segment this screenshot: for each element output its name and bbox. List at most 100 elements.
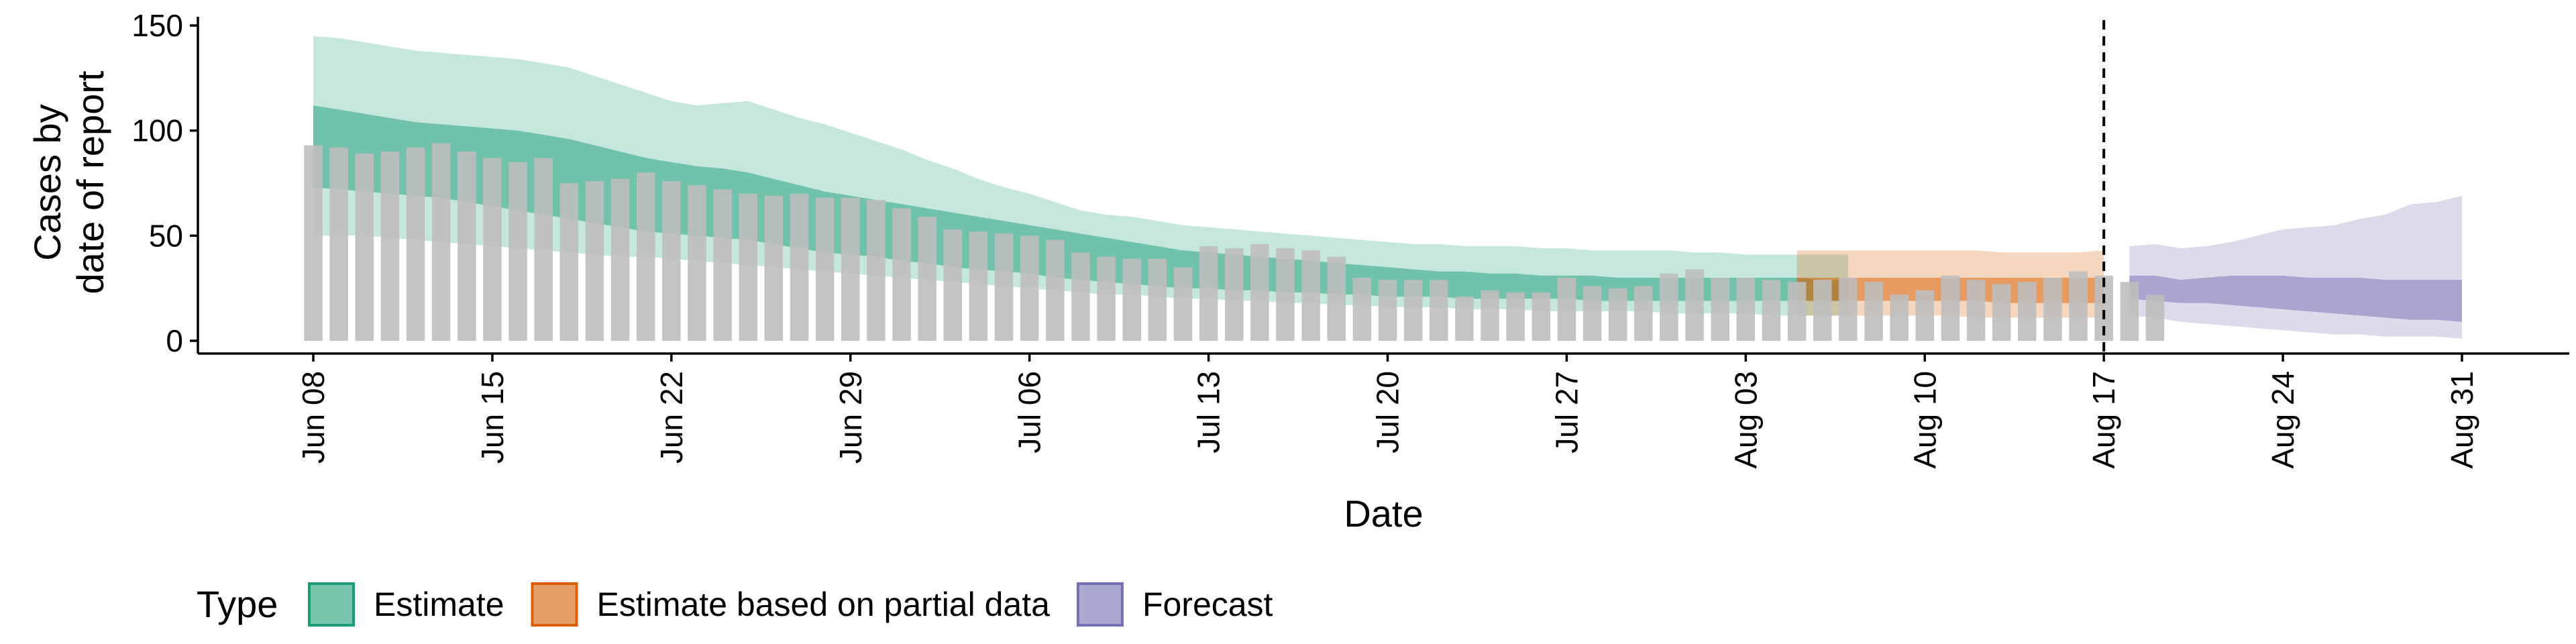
case-bar [1582, 286, 1602, 341]
case-bar [662, 180, 681, 341]
case-bar [892, 208, 911, 341]
case-bar [534, 158, 553, 341]
y-tick-label: 0 [166, 323, 183, 358]
case-bar [1097, 256, 1116, 341]
case-bar [2120, 282, 2139, 341]
case-bar [2018, 282, 2037, 341]
axes-layer: 0 50 100 150 Jun 08 Jun 15 Jun 22 Jun 29 Jul 06 J… [26, 8, 2569, 535]
case-bar [867, 200, 885, 341]
case-bar [994, 233, 1014, 341]
case-bar [841, 197, 860, 341]
case-bar [1020, 235, 1039, 341]
legend-item: Forecast [1076, 582, 1273, 627]
x-tick-label: Jun 08 [296, 371, 331, 464]
case-bar [943, 229, 962, 341]
x-tick-label: Jul 13 [1191, 371, 1226, 453]
case-bar [1481, 290, 1499, 341]
case-bar [1634, 286, 1653, 341]
x-tick-label: Jun 22 [654, 371, 689, 464]
case-bar [1966, 280, 1986, 341]
case-bar [1660, 273, 1678, 341]
case-bar [355, 154, 374, 341]
case-bar [1403, 280, 1423, 341]
case-bar [2145, 294, 2165, 341]
case-bar [1122, 258, 1141, 341]
case-bar [1813, 280, 1832, 341]
case-bar [2043, 278, 2062, 341]
legend-layer: Type Estimate Estimate based on partial da… [197, 582, 1273, 627]
case-bar [380, 152, 400, 341]
case-bar [1839, 278, 1858, 341]
case-bar [329, 147, 348, 341]
case-bar [2069, 271, 2088, 341]
case-bar [1250, 244, 1269, 341]
bars-layer [304, 143, 2165, 341]
y-axis-title-line: date of report [69, 70, 111, 294]
case-bar [1225, 248, 1244, 341]
case-bar [1173, 267, 1193, 341]
x-tick-label: Jun 15 [475, 371, 510, 464]
x-tick-label: Aug 03 [1728, 371, 1763, 469]
case-bar [304, 145, 323, 341]
case-bar [1915, 290, 1934, 341]
x-tick-label: Aug 17 [2086, 371, 2121, 469]
case-bar [790, 193, 809, 341]
case-bar [431, 143, 451, 341]
y-axis-title-line: Cases by [26, 104, 68, 260]
x-tick-label: Jun 29 [833, 371, 868, 464]
case-bar [1378, 280, 1397, 341]
case-bar [1992, 284, 2011, 341]
case-bar [508, 162, 527, 341]
case-bar [1506, 292, 1525, 341]
case-bar [1941, 275, 1960, 341]
case-bar [637, 172, 655, 341]
case-bar [1890, 294, 1909, 341]
legend-label: Estimate [374, 586, 504, 623]
case-bar [1301, 250, 1320, 341]
x-tick-label: Aug 31 [2445, 371, 2479, 469]
case-bar [969, 231, 988, 341]
legend-item: Estimate [308, 582, 504, 627]
case-bar [1148, 258, 1167, 341]
case-bar [610, 178, 630, 341]
case-bar [1762, 280, 1781, 341]
case-bar [1864, 282, 1883, 341]
case-bar [406, 147, 425, 341]
case-bar [1071, 252, 1090, 341]
y-tick-label: 100 [131, 113, 183, 148]
case-bar [918, 217, 936, 341]
case-bar [1532, 292, 1551, 341]
case-bar [1455, 297, 1474, 341]
legend-swatch [531, 582, 578, 627]
case-bar [688, 185, 706, 341]
x-tick-label: Jul 06 [1012, 371, 1047, 453]
case-bar [1736, 278, 1756, 341]
case-bar [1711, 278, 1729, 341]
x-tick-label: Jul 20 [1371, 371, 1405, 453]
y-tick-label: 150 [131, 8, 183, 43]
case-bar [1609, 288, 1627, 341]
band-inner-2 [2129, 275, 2462, 322]
y-tick-label: 50 [149, 218, 183, 253]
legend-label: Forecast [1142, 586, 1273, 623]
legend-title: Type [197, 583, 278, 625]
legend-label: Estimate based on partial data [597, 586, 1051, 623]
case-bar [1199, 246, 1218, 341]
case-bar [1557, 278, 1576, 341]
legend-item: Estimate based on partial data [531, 582, 1051, 627]
case-bar [559, 183, 579, 341]
case-bar [585, 180, 604, 341]
case-bar [764, 195, 784, 341]
case-bar [1685, 269, 1704, 341]
case-bar [1046, 239, 1065, 341]
x-tick-label: Aug 24 [2265, 371, 2300, 469]
case-bar [713, 189, 732, 341]
y-axis-title: Cases bydate of report [26, 70, 111, 294]
case-bar [458, 152, 476, 341]
case-bar [739, 193, 757, 341]
case-bar [483, 158, 502, 341]
case-bar [1787, 282, 1807, 341]
legend-swatch [308, 582, 355, 627]
case-bar [815, 197, 835, 341]
